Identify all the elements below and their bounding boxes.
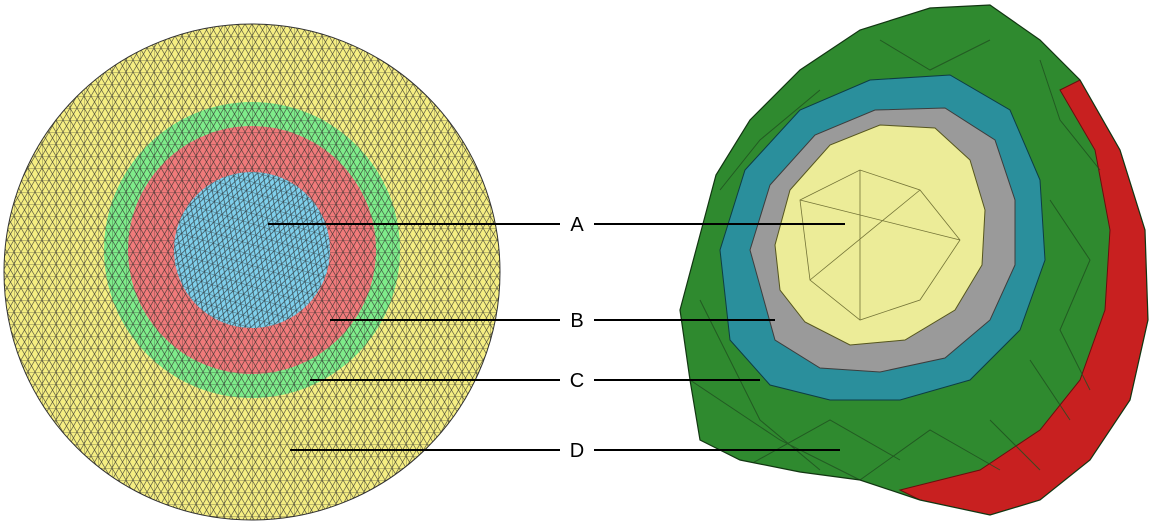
label-d: D xyxy=(570,440,584,462)
label-b: B xyxy=(570,310,583,332)
callout-b: B xyxy=(330,310,775,332)
cutaway-solid-mesh xyxy=(679,4,1149,516)
label-c: C xyxy=(570,370,584,392)
cross-section-mesh xyxy=(3,23,501,521)
callout-d: D xyxy=(290,440,840,462)
yellow-core xyxy=(774,124,986,346)
callout-a: A xyxy=(268,214,845,236)
label-a: A xyxy=(570,214,584,236)
callout-c: C xyxy=(310,370,760,392)
